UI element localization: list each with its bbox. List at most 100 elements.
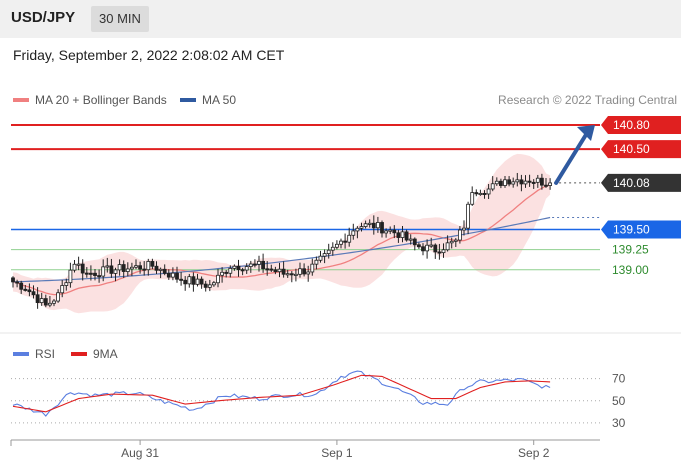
- candle: [39, 292, 44, 306]
- target-arrow-head: [577, 125, 595, 142]
- candle: [183, 276, 188, 291]
- candle-body: [548, 182, 552, 186]
- candle: [265, 261, 270, 276]
- candle: [170, 267, 175, 281]
- candle-body: [158, 268, 163, 271]
- candle: [310, 258, 315, 276]
- candle: [445, 235, 450, 252]
- legend-rsi: RSI: [13, 347, 55, 361]
- candle-body: [314, 259, 319, 265]
- candle: [285, 269, 290, 278]
- candle-body: [392, 229, 397, 234]
- candle-body: [68, 269, 73, 284]
- candle-body: [269, 268, 274, 271]
- candle-body: [97, 275, 101, 278]
- rsi-tick-30: 30: [612, 416, 626, 430]
- candle-body: [207, 284, 212, 288]
- legend-swatch: [13, 352, 29, 356]
- candle: [84, 267, 89, 278]
- candle-body: [478, 192, 483, 195]
- candle-body: [519, 179, 524, 185]
- candle: [273, 266, 278, 275]
- candle: [248, 260, 253, 273]
- candle: [72, 259, 77, 273]
- candle: [150, 258, 155, 270]
- candle: [191, 272, 196, 292]
- candle-body: [453, 239, 458, 242]
- candle-body: [302, 268, 307, 275]
- candle: [392, 225, 397, 239]
- candle: [257, 255, 261, 272]
- candle-body: [494, 180, 499, 185]
- candle-body: [515, 179, 520, 183]
- candle: [27, 283, 32, 297]
- candle: [101, 259, 106, 282]
- candle: [404, 229, 409, 242]
- candle-body: [449, 240, 454, 244]
- candle-body: [56, 292, 60, 302]
- candle-body: [240, 269, 245, 272]
- candle-body: [93, 272, 97, 276]
- candle-body: [109, 265, 114, 274]
- level-tag-140-50: 140.50: [601, 140, 681, 159]
- candle-body: [380, 222, 384, 234]
- candle-body: [326, 249, 331, 254]
- candle-body: [232, 265, 237, 269]
- candle-body: [220, 271, 225, 276]
- rsi-series-rsi: [12, 370, 551, 417]
- candle: [330, 242, 335, 256]
- candle: [109, 258, 114, 278]
- candle: [507, 176, 512, 187]
- legend-label: 9MA: [93, 347, 118, 361]
- legend-label: RSI: [35, 347, 56, 361]
- candle-body: [216, 274, 220, 284]
- candle-body: [375, 222, 380, 229]
- candle-body: [371, 222, 376, 229]
- candle: [281, 261, 286, 278]
- legend-label: MA 50: [202, 93, 237, 107]
- candle: [89, 265, 93, 281]
- level-tag-140-80: 140.80: [601, 116, 681, 135]
- candle: [199, 276, 204, 289]
- candle: [211, 280, 216, 287]
- candle-body: [339, 240, 343, 245]
- candle-body: [535, 177, 540, 183]
- candle: [371, 215, 376, 235]
- candle-body: [211, 282, 216, 286]
- candle-body: [72, 263, 77, 271]
- level-tag-text: 140.50: [613, 142, 650, 156]
- candle: [412, 237, 417, 251]
- legend-swatch: [71, 352, 87, 356]
- candle-body: [531, 181, 536, 184]
- candle: [527, 174, 532, 187]
- candle-body: [39, 298, 44, 303]
- candle-body: [351, 230, 356, 236]
- candle-body: [544, 184, 548, 187]
- level-tag-139-50: 139.50: [601, 220, 681, 239]
- candle: [429, 237, 434, 248]
- candle-body: [19, 282, 24, 290]
- candle: [129, 262, 134, 277]
- timeframe-button[interactable]: 30 MIN: [91, 6, 149, 32]
- candle-body: [277, 268, 282, 273]
- legend-swatch: [13, 98, 29, 102]
- candle: [158, 267, 163, 279]
- x-tick-label: Sep 1: [321, 446, 353, 460]
- candle: [240, 267, 245, 276]
- x-tick-label: Sep 2: [518, 446, 550, 460]
- candle: [105, 257, 110, 273]
- candle-body: [236, 265, 241, 271]
- candle-body: [466, 203, 471, 229]
- level-label-139-25: 139.25: [612, 243, 649, 257]
- candle: [498, 178, 503, 189]
- level-tag-text: 140.80: [613, 118, 650, 132]
- candle-body: [289, 273, 294, 276]
- candle-body: [64, 282, 69, 286]
- candle: [232, 264, 237, 271]
- candle: [138, 261, 143, 274]
- candle: [31, 285, 36, 299]
- candle: [207, 279, 212, 292]
- candle-body: [76, 263, 81, 266]
- candle: [544, 177, 548, 188]
